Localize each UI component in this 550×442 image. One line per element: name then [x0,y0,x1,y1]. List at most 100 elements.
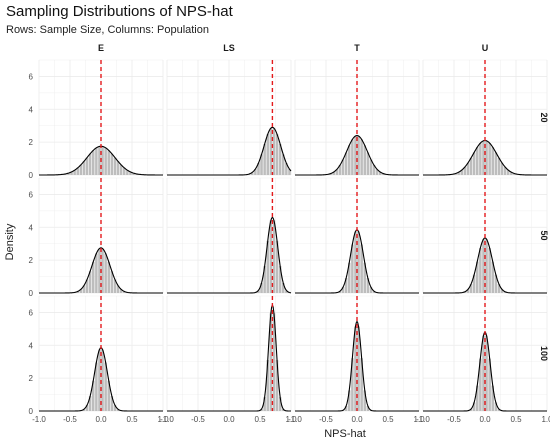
histogram-bar [110,153,114,175]
histogram-bar [476,385,479,411]
density-curve [295,320,419,412]
y-tick-label: 6 [29,308,34,317]
histogram-bar [282,283,285,293]
chart-title: Sampling Distributions of NPS-hat [6,3,233,20]
histogram-bar [466,162,470,175]
histogram-bar [129,171,132,175]
x-tick-label: 1.0 [541,415,550,424]
histogram-bar [123,291,126,293]
histogram-bar [463,167,467,175]
histogram-bar [272,313,276,411]
histogram-bar [503,167,507,175]
histogram-bar [510,172,513,175]
histogram-bar [285,163,288,175]
histogram-bar [476,261,479,293]
histogram-bar [123,167,126,175]
y-tick-label: 4 [29,341,34,350]
histogram-bar [382,173,385,175]
histogram-bar [269,313,273,411]
histogram-bar [101,146,104,175]
histogram-bar [344,278,348,293]
histogram-bar [282,409,285,411]
chart-subtitle: Rows: Sample Size, Columns: Population [6,24,209,36]
histogram-bar [341,159,345,175]
histogram-bar [491,261,494,293]
x-tick-label: -0.5 [319,415,333,424]
histogram-bar [500,162,504,175]
y-tick-labels: 0 2 4 6 0 2 4 6 0 2 4 6 [29,72,34,416]
histogram-bar [116,285,120,293]
histogram-bar [73,170,76,175]
histogram-bar [472,152,476,175]
histogram-bar [497,408,501,411]
histogram-bar [329,173,332,175]
histogram-bar [357,136,360,175]
y-tick-label: 4 [29,223,34,232]
panel-LS-50 [166,177,292,294]
x-tick-label: 1.0 [157,415,169,424]
histogram-bar [338,291,342,293]
x-tick-label: -1.0 [288,415,302,424]
histogram-bar [372,165,376,175]
histogram-bar [101,248,104,293]
x-tick-label: -1.0 [160,415,174,424]
histogram-bar [491,147,494,175]
x-tick-label: 0.0 [479,415,491,424]
histogram-bar [266,240,269,293]
histogram-bar [107,150,110,175]
histogram-bar [251,172,254,175]
x-tick-labels: -1.0 -0.5 0.0 0.5 1.0-1.0 -0.5 0.0 0.5 1.0-1.0 -0… [32,415,550,424]
histogram-bar [82,409,86,411]
histogram-bar [110,396,114,411]
histogram-bar [488,248,491,293]
histogram-bar [369,159,373,175]
x-tick-label: 1.0 [413,415,425,424]
histogram-bar [494,152,498,175]
y-tick-label: 6 [29,190,34,199]
histogram-bar [76,291,79,293]
histogram-bar [266,360,269,411]
histogram-bar [366,405,370,411]
histogram-bar [278,266,282,293]
histogram-bar [491,385,494,411]
histogram-bar [351,139,354,175]
y-tick-label: 2 [29,374,34,383]
panel-U-100 [422,295,548,412]
panel-LS-100 [166,295,292,412]
histogram-bar [126,170,129,175]
histogram-bar [482,239,485,293]
histogram-bar [507,170,510,175]
histogram-bar [363,390,366,411]
histogram-bar [354,136,357,175]
histogram-bar [469,284,473,293]
histogram-bar [457,172,460,175]
x-tick-label: 0.5 [254,415,266,424]
x-tick-label: -0.5 [191,415,205,424]
histogram-bar [357,231,360,293]
density-curve [167,303,291,412]
x-axis-title: NPS-hat [324,428,366,440]
histogram-bar [485,335,488,411]
histogram-bar [369,287,373,293]
histogram-bar [285,290,288,293]
panels-layer [38,59,548,412]
histogram-bar [95,362,98,411]
y-tick-label: 2 [29,256,34,265]
histogram-bar [275,240,279,293]
x-tick-label: -0.5 [63,415,77,424]
histogram-bar [85,405,89,411]
histogram-bar [479,143,482,175]
histogram-bar [497,157,501,175]
panel-U-20 [422,59,548,176]
x-tick-label: 0.0 [95,415,107,424]
histogram-bar [348,145,351,175]
histogram-bar [479,358,482,411]
histogram-bar [463,291,467,293]
histogram-bar [275,360,279,411]
histogram-bar [503,291,507,293]
histogram-bar [95,253,98,293]
histogram-bar [360,139,363,175]
histogram-bar [67,173,70,175]
histogram-bar [116,161,120,175]
x-tick-label: 0.0 [223,415,235,424]
